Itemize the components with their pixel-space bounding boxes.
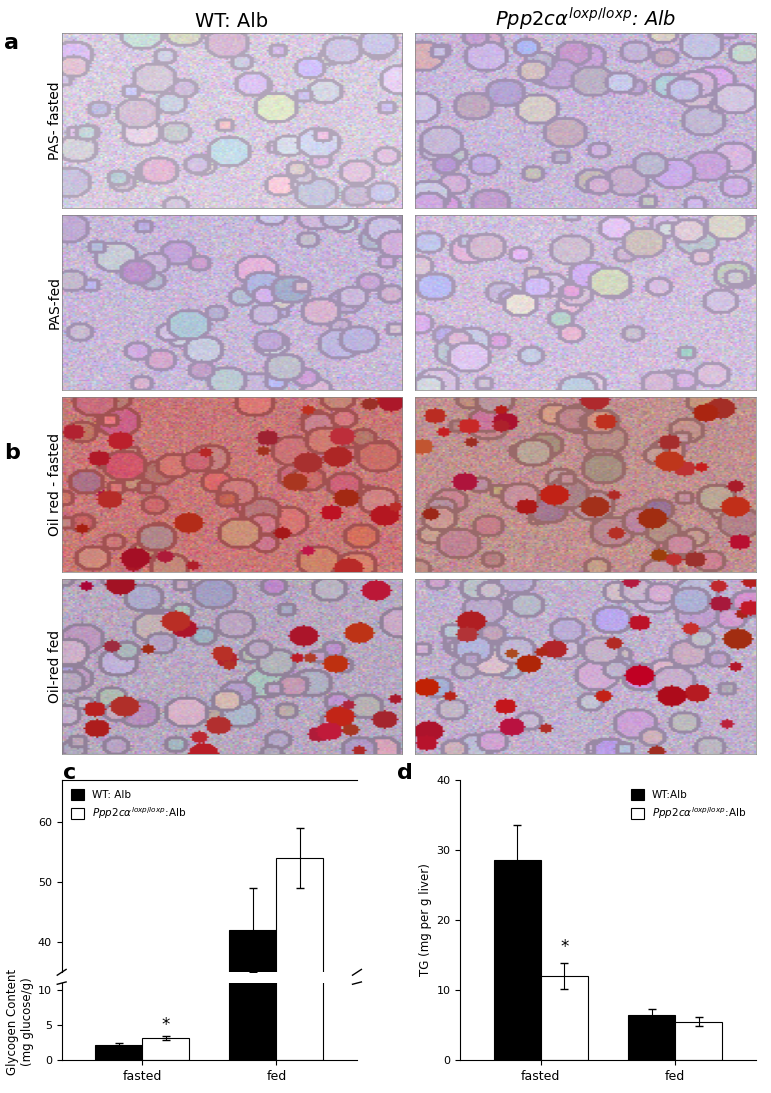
Bar <box>230 930 277 1093</box>
Text: *: * <box>161 1015 170 1034</box>
Bar <box>494 860 540 1060</box>
Bar <box>230 766 277 1060</box>
Bar <box>277 858 323 1093</box>
Text: c: c <box>63 763 76 783</box>
Legend: WT: Alb, $Ppp2c\alpha^{loxp/loxp}$:Alb: WT: Alb, $Ppp2c\alpha^{loxp/loxp}$:Alb <box>67 785 190 825</box>
Text: b: b <box>4 443 20 462</box>
Text: d: d <box>397 763 413 783</box>
Bar <box>675 1022 722 1060</box>
Bar <box>277 682 323 1060</box>
Title: WT: Alb: WT: Alb <box>195 12 268 32</box>
Y-axis label: Oil-red fed: Oil-red fed <box>48 631 62 704</box>
Y-axis label: PAS-fed: PAS-fed <box>48 277 62 329</box>
Y-axis label: PAS- fasted: PAS- fasted <box>48 81 62 160</box>
Bar <box>142 1037 189 1060</box>
Legend: WT:Alb, $Ppp2c\alpha^{loxp/loxp}$:Alb: WT:Alb, $Ppp2c\alpha^{loxp/loxp}$:Alb <box>627 785 750 825</box>
Text: *: * <box>561 939 568 956</box>
Y-axis label: TG (mg per g liver): TG (mg per g liver) <box>419 863 433 976</box>
Title: $Ppp2c\alpha^{loxp/loxp}$: Alb: $Ppp2c\alpha^{loxp/loxp}$: Alb <box>495 5 676 33</box>
Text: a: a <box>4 33 19 52</box>
Bar <box>628 1014 675 1060</box>
Bar <box>540 976 588 1060</box>
Bar <box>96 1045 142 1060</box>
Y-axis label: Glycogen Content
(mg glucose/g): Glycogen Content (mg glucose/g) <box>6 968 34 1074</box>
Y-axis label: Oil red - fasted: Oil red - fasted <box>48 433 62 537</box>
